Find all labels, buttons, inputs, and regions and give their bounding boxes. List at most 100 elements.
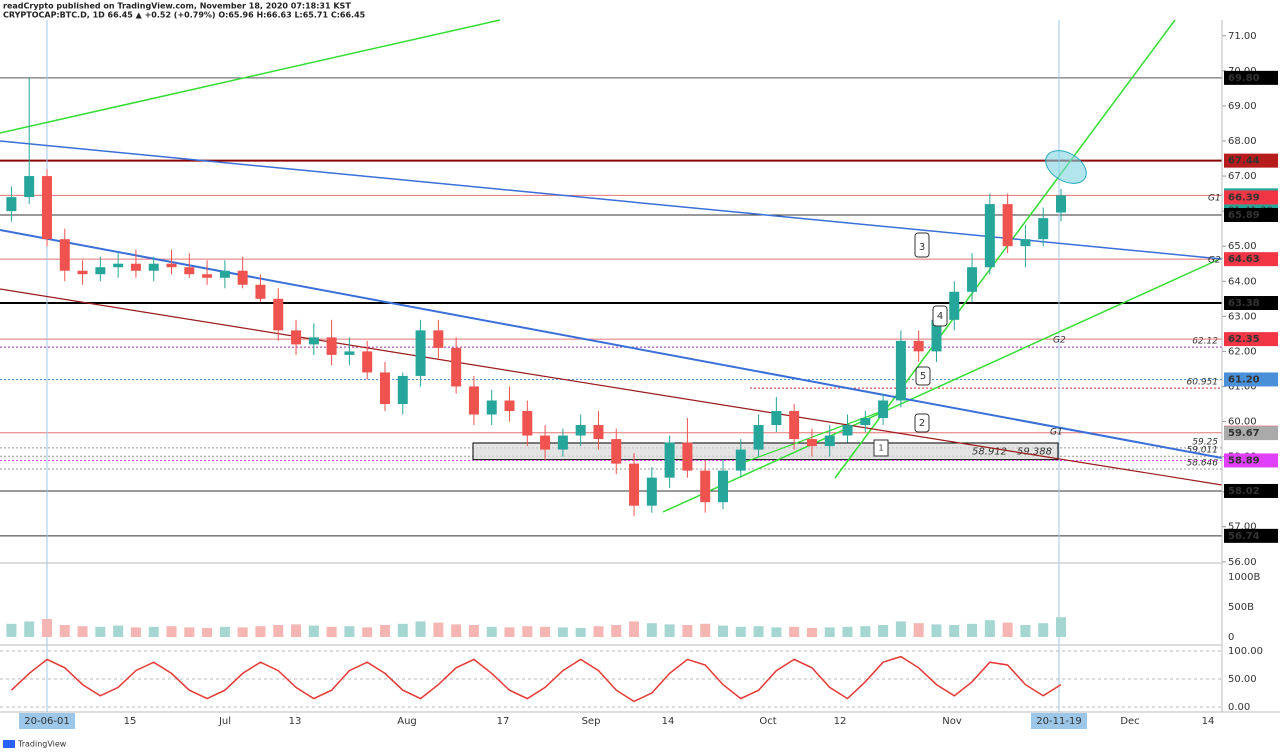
candle-body xyxy=(1002,204,1013,247)
price-label: 59.67 xyxy=(1228,428,1260,439)
volume-bar xyxy=(113,625,124,637)
volume-bar xyxy=(1020,625,1031,637)
price-label: 56.74 xyxy=(1228,531,1260,542)
volume-bar xyxy=(967,623,978,637)
g-labels: G1 G2 G2 G1 xyxy=(1050,194,1221,438)
price-label-box xyxy=(1224,332,1278,347)
y-tick-label: 61.00 xyxy=(1228,381,1257,392)
x-tick-label: Aug xyxy=(397,716,417,727)
g-label: G1 xyxy=(1208,194,1221,204)
candles xyxy=(6,77,1066,517)
price-label-box xyxy=(1224,372,1278,387)
candle-body xyxy=(593,425,604,440)
candle-body xyxy=(24,176,35,198)
candle-body xyxy=(1020,239,1031,247)
osc-tick-label: 100.00 xyxy=(1228,646,1263,657)
volume-bar xyxy=(753,626,764,637)
volume-bar xyxy=(308,625,319,637)
volume-bar xyxy=(1038,623,1049,637)
x-tick-label: Nov xyxy=(942,716,962,727)
trend-line xyxy=(662,257,1223,513)
candle-body xyxy=(148,263,159,271)
price-label-box xyxy=(1224,252,1278,267)
volume-bar xyxy=(326,626,337,637)
y-tick-label: 69.00 xyxy=(1228,101,1257,112)
price-label: 58.02 xyxy=(1228,486,1260,497)
candle-body xyxy=(540,435,551,450)
candle-body xyxy=(468,386,479,415)
candle-body xyxy=(895,340,906,401)
candle-body xyxy=(433,330,444,348)
candle-body xyxy=(166,263,177,268)
candle-body xyxy=(362,351,373,373)
volume-bar xyxy=(522,626,533,637)
candle-body xyxy=(984,204,995,268)
price-label: 61.20 xyxy=(1228,374,1260,385)
candle-body xyxy=(130,263,141,271)
candle-body xyxy=(451,347,462,387)
candle-body xyxy=(504,400,515,412)
osc-tick-label: 0.00 xyxy=(1228,702,1250,713)
x-tick-label: Oct xyxy=(759,716,776,727)
candle-body xyxy=(967,267,978,292)
price-label: 63.38 xyxy=(1228,298,1260,309)
drawings xyxy=(0,19,1223,712)
price-label-box xyxy=(1224,153,1278,168)
price-label-box xyxy=(1224,528,1278,543)
wave-label: 5 xyxy=(920,371,926,382)
volume-bar xyxy=(166,626,177,637)
volume-bar xyxy=(806,628,817,637)
price-label-box xyxy=(1224,70,1278,85)
candle-body xyxy=(184,267,195,275)
candle-body xyxy=(41,176,52,240)
volume-bar xyxy=(717,625,728,637)
volume-bar xyxy=(1002,622,1013,637)
volume-bar xyxy=(931,624,942,637)
volume-bar xyxy=(41,619,52,637)
volume-bar xyxy=(255,626,266,637)
x-tick-label: 20-06-01 xyxy=(24,716,69,727)
candle-body xyxy=(255,284,266,299)
volume-bar xyxy=(433,622,444,637)
y-tick-label: 71.00 xyxy=(1228,31,1257,42)
volume-bar xyxy=(504,627,515,637)
candle-body xyxy=(291,330,302,345)
x-tick-label: 12 xyxy=(834,716,847,727)
level-label: 59.25 xyxy=(1192,437,1218,447)
candle-body xyxy=(415,330,426,376)
volume-bar xyxy=(700,623,711,637)
volume-bar xyxy=(878,625,889,637)
volume-bar xyxy=(397,623,408,637)
price-label-box xyxy=(1224,295,1278,310)
price-label-box xyxy=(1224,426,1278,441)
volume-bar xyxy=(486,626,497,637)
candle-body xyxy=(771,411,782,426)
candle-body xyxy=(611,439,622,464)
volume-bar xyxy=(219,626,230,637)
level-label: 60.951 xyxy=(1187,378,1219,388)
x-label-highlight xyxy=(1031,713,1087,729)
y-tick-label: 57.00 xyxy=(1228,522,1257,533)
candle-body xyxy=(949,291,960,320)
candle-body xyxy=(575,425,586,436)
volume-tick-label: 500B xyxy=(1228,602,1254,613)
level-label: 59.011 xyxy=(1187,446,1219,456)
price-label-box xyxy=(1224,483,1278,498)
candle-body xyxy=(860,418,871,426)
candle-body xyxy=(202,274,213,278)
volume-bar xyxy=(202,628,213,637)
volume-bar xyxy=(468,625,479,637)
candle-body xyxy=(273,298,284,331)
trend-line xyxy=(0,288,1223,486)
x-tick-label: 14 xyxy=(662,716,675,727)
volume-bar xyxy=(949,625,960,637)
candle-body xyxy=(735,449,746,471)
volume-bar xyxy=(95,626,106,637)
price-label: 65.89 xyxy=(1228,210,1260,221)
volume-bar xyxy=(824,627,835,637)
x-tick-label: 17 xyxy=(497,716,510,727)
wave-box xyxy=(932,305,948,327)
candle-body xyxy=(682,442,693,471)
price-label-box xyxy=(1224,207,1278,222)
wave-label: 2 xyxy=(919,418,925,429)
